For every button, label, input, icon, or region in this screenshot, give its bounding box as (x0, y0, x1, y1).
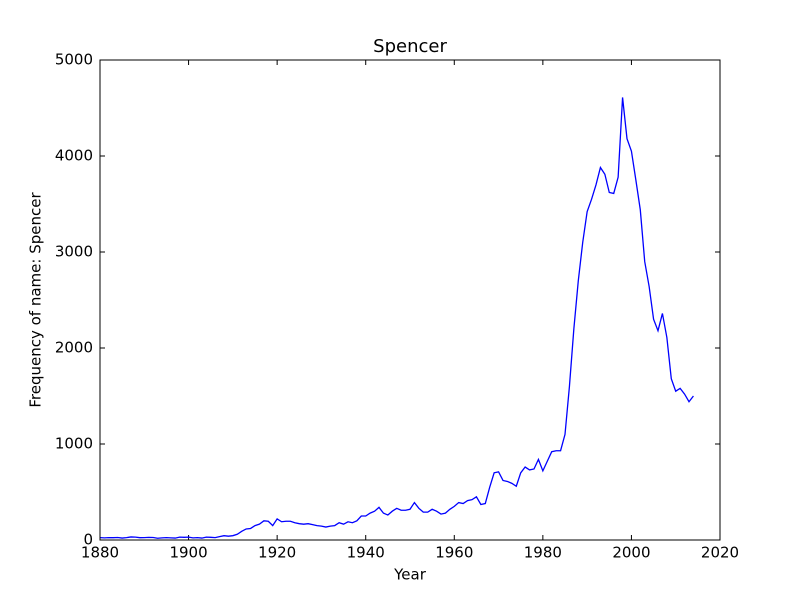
x-tick-label: 1940 (347, 544, 385, 562)
y-tick-label: 0 (83, 531, 93, 549)
x-tick-label: 1920 (258, 544, 296, 562)
y-tick-label: 2000 (55, 339, 93, 357)
x-tick-label: 1900 (169, 544, 207, 562)
chart-title: Spencer (373, 36, 447, 57)
y-tick-label: 5000 (55, 51, 93, 69)
x-tick-label: 1980 (524, 544, 562, 562)
x-tick-label: 2000 (612, 544, 650, 562)
plot-frame (99, 59, 721, 541)
x-axis-label: Year (393, 566, 427, 584)
y-axis-label: Frequency of name: Spencer (27, 192, 45, 408)
x-tick-label: 1960 (435, 544, 473, 562)
y-tick-label: 4000 (55, 147, 93, 165)
y-tick-label: 1000 (55, 435, 93, 453)
y-tick-label: 3000 (55, 243, 93, 261)
data-line (99, 97, 694, 539)
x-tick-label: 1880 (81, 544, 119, 562)
x-tick-label: 2020 (701, 544, 739, 562)
